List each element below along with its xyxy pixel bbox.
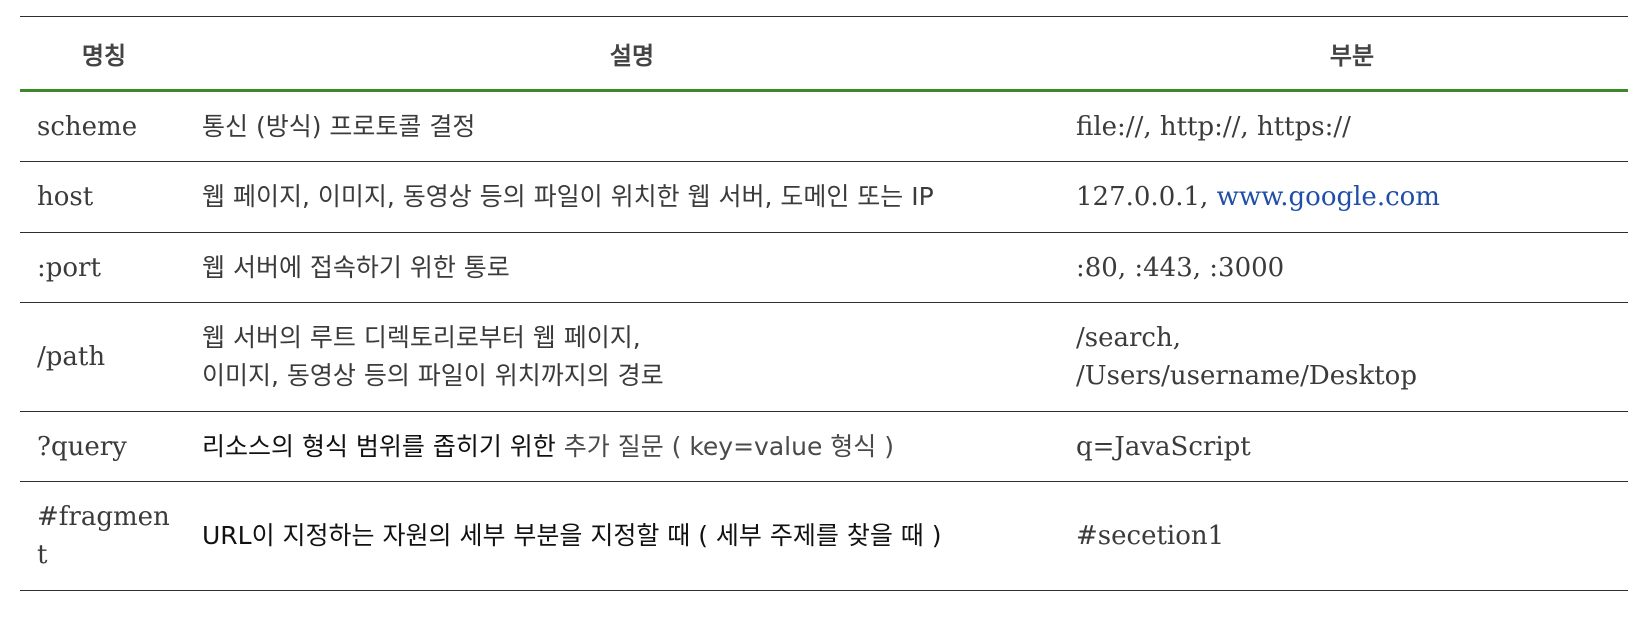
table-header: 명칭 설명 부분: [20, 16, 1628, 91]
header-row: 명칭 설명 부분: [20, 16, 1628, 91]
cell-name: scheme: [37, 111, 138, 142]
cell-name: :port: [37, 252, 101, 283]
table-row-scheme: scheme 통신 (방식) 프로토콜 결정 file://, http://,…: [20, 91, 1628, 162]
cell-part: 127.0.0.1, www.google.com: [1076, 162, 1628, 233]
cell-part: :80, :443, :3000: [1076, 252, 1285, 283]
url-components-table: 명칭 설명 부분 scheme 통신 (방식) 프로토콜 결정 file://,…: [20, 16, 1628, 591]
table-row-fragment: #fragment URL이 지정하는 자원의 세부 부분을 지정할 때 ( 세…: [20, 482, 1628, 591]
table-body: scheme 통신 (방식) 프로토콜 결정 file://, http://,…: [20, 91, 1628, 591]
url-components-table-container: 명칭 설명 부분 scheme 통신 (방식) 프로토콜 결정 file://,…: [20, 16, 1628, 591]
table-row-port: :port 웹 서버에 접속하기 위한 통로 :80, :443, :3000: [20, 233, 1628, 303]
header-part: 부분: [1329, 41, 1375, 70]
cell-description: 웹 페이지, 이미지, 동영상 등의 파일이 위치한 웹 서버, 도메인 또는 …: [202, 182, 934, 211]
description-line: 이미지, 동영상 등의 파일이 위치까지의 경로: [202, 361, 664, 390]
cell-description: 웹 서버의 루트 디렉토리로부터 웹 페이지, 이미지, 동영상 등의 파일이 …: [188, 303, 1076, 412]
google-link[interactable]: www.google.com: [1216, 182, 1440, 212]
cell-description: 웹 서버에 접속하기 위한 통로: [202, 252, 510, 282]
description-tail: 추가 질문 ( key=value 형식 ): [563, 431, 894, 461]
cell-description: 리소스의 형식 범위를 좁히기 위한 추가 질문 ( key=value 형식 …: [188, 412, 1076, 482]
cell-name: /path: [37, 342, 106, 372]
cell-part: q=JavaScript: [1076, 431, 1251, 462]
description-line: 웹 서버의 루트 디렉토리로부터 웹 페이지,: [202, 323, 641, 352]
cell-description: URL이 지정하는 자원의 세부 부분을 지정할 때 ( 세부 주제를 찾을 때…: [202, 521, 942, 550]
cell-name: host: [37, 182, 94, 212]
table-row-query: ?query 리소스의 형식 범위를 좁히기 위한 추가 질문 ( key=va…: [20, 412, 1628, 482]
cell-description: 통신 (방식) 프로토콜 결정: [202, 111, 476, 141]
part-line: /search,: [1076, 323, 1181, 353]
description-main: 리소스의 형식 범위를 좁히기 위한: [202, 431, 564, 461]
cell-part: file://, http://, https://: [1076, 111, 1351, 142]
cell-name: ?query: [37, 431, 127, 462]
part-text: 127.0.0.1,: [1076, 182, 1217, 212]
part-line: /Users/username/Desktop: [1076, 361, 1417, 391]
table-row-path: /path 웹 서버의 루트 디렉토리로부터 웹 페이지, 이미지, 동영상 등…: [20, 303, 1628, 412]
header-name: 명칭: [81, 41, 127, 70]
table-row-host: host 웹 페이지, 이미지, 동영상 등의 파일이 위치한 웹 서버, 도메…: [20, 162, 1628, 233]
cell-part: /search, /Users/username/Desktop: [1076, 303, 1628, 412]
cell-name: #fragment: [37, 502, 170, 570]
cell-part: #secetion1: [1076, 521, 1225, 551]
header-description: 설명: [609, 41, 655, 70]
